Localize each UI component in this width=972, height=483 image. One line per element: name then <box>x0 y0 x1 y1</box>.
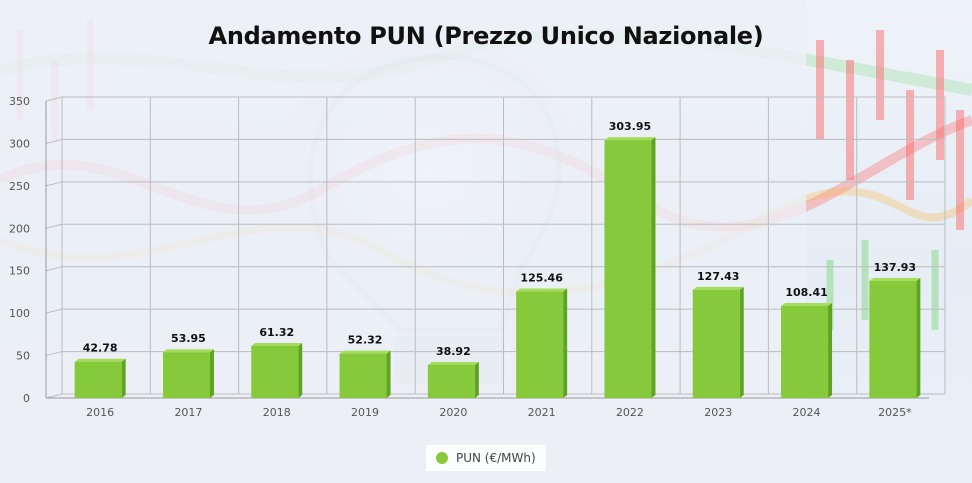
bar-side <box>298 342 303 398</box>
data-label: 38.92 <box>436 345 471 358</box>
x-tick-label: 2017 <box>174 406 202 419</box>
bar-front <box>251 345 299 398</box>
bar-top <box>869 277 921 281</box>
bar-front <box>74 361 122 398</box>
bar <box>74 358 126 398</box>
bar-top <box>781 303 833 307</box>
bar-front <box>781 306 829 398</box>
tick-labels: 0 50 100 150 200 250 300 350 2016 2017 2018 2019 202… <box>9 95 912 419</box>
legend: PUN (€/MWh) <box>426 445 546 471</box>
x-tick-label: 2018 <box>263 406 291 419</box>
y-tick-label: 300 <box>9 137 30 150</box>
gridline-depth <box>45 351 63 357</box>
data-label: 108.41 <box>785 286 827 299</box>
bar-top <box>74 358 126 362</box>
bar <box>251 342 303 398</box>
data-label: 137.93 <box>874 261 916 274</box>
bar <box>162 349 214 398</box>
y-tick-label: 0 <box>23 392 30 405</box>
y-tick-label: 150 <box>9 265 30 278</box>
gridline-depth <box>45 138 63 144</box>
gridline-depth <box>45 181 63 187</box>
bar-top <box>251 342 303 346</box>
x-tick-label: 2024 <box>793 406 821 419</box>
x-tick-label: 2023 <box>704 406 732 419</box>
bar-side <box>474 361 479 398</box>
data-label: 61.32 <box>259 326 294 339</box>
gridline-depth <box>45 393 63 399</box>
data-labels: 42.78 53.95 61.32 52.32 38.92 125.46 303.95 127… <box>83 120 916 358</box>
x-tick-label: 2016 <box>86 406 114 419</box>
x-tick-label: 2020 <box>439 406 467 419</box>
y-tick-label: 100 <box>9 307 30 320</box>
gridline-depth <box>45 96 63 102</box>
x-tick-label: 2019 <box>351 406 379 419</box>
bar-top <box>516 288 568 292</box>
y-tick-label: 200 <box>9 222 30 235</box>
legend-swatch <box>436 452 448 464</box>
bar-top <box>692 286 744 290</box>
data-label: 303.95 <box>609 120 651 133</box>
bar-side <box>386 350 391 398</box>
data-label: 125.46 <box>520 272 563 285</box>
gridline-depth <box>45 308 63 314</box>
x-tick-label: 2022 <box>616 406 644 419</box>
background-overlay <box>0 0 806 483</box>
bar <box>781 303 833 398</box>
bar <box>339 350 391 398</box>
bar-side <box>121 358 126 398</box>
bars <box>74 137 921 398</box>
gridline-depth <box>45 223 63 229</box>
data-label: 42.78 <box>83 342 118 355</box>
bar-side <box>209 349 214 398</box>
bar-front <box>604 140 652 398</box>
y-tick-label: 50 <box>16 350 30 363</box>
x-tick-label: 2025* <box>878 406 912 419</box>
bar <box>869 277 921 398</box>
bar-side <box>828 303 833 398</box>
bar-front <box>339 353 387 398</box>
bar-top <box>339 350 391 354</box>
bar <box>692 286 744 398</box>
legend-label: PUN (€/MWh) <box>456 451 536 465</box>
bar-top <box>427 361 479 365</box>
y-tick-label: 250 <box>9 180 30 193</box>
bar-front <box>869 280 917 398</box>
gridline-depth <box>45 266 63 272</box>
bar-front <box>427 364 475 398</box>
bar <box>604 137 656 398</box>
bar <box>516 288 568 398</box>
bar-front <box>516 291 564 398</box>
bar-front <box>692 289 740 398</box>
bar-top <box>604 137 656 141</box>
bar-front <box>162 352 210 398</box>
y-tick-label: 350 <box>9 95 30 108</box>
bar <box>427 361 479 398</box>
bar-side <box>651 137 656 398</box>
data-label: 53.95 <box>171 332 206 345</box>
bar-side <box>739 286 744 398</box>
data-label: 52.32 <box>348 334 383 347</box>
x-tick-label: 2021 <box>528 406 556 419</box>
bar-side <box>916 277 921 398</box>
data-label: 127.43 <box>697 270 739 283</box>
chart-title: Andamento PUN (Prezzo Unico Nazionale) <box>208 22 764 50</box>
bar-top <box>162 349 214 353</box>
bar-side <box>563 288 568 398</box>
